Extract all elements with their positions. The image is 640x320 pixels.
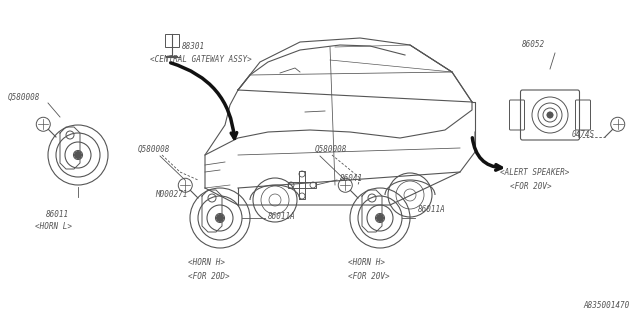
Text: 88301: 88301 xyxy=(182,42,205,51)
Text: <FOR 20V>: <FOR 20V> xyxy=(348,272,390,281)
Circle shape xyxy=(376,214,384,222)
Text: Q580008: Q580008 xyxy=(138,145,170,154)
Text: <ALERT SPEAKER>: <ALERT SPEAKER> xyxy=(500,168,570,177)
Text: 86041: 86041 xyxy=(340,174,363,183)
Circle shape xyxy=(216,214,224,222)
Text: 86011A: 86011A xyxy=(418,205,445,214)
Text: <CENTRAL GATEWAY ASSY>: <CENTRAL GATEWAY ASSY> xyxy=(150,55,252,64)
Text: 86011: 86011 xyxy=(46,210,69,219)
Text: <HORN H>: <HORN H> xyxy=(188,258,225,267)
Text: <FOR 20V>: <FOR 20V> xyxy=(510,182,552,191)
Circle shape xyxy=(74,151,82,159)
Text: Q580008: Q580008 xyxy=(8,93,40,102)
Text: <HORN L>: <HORN L> xyxy=(35,222,72,231)
Text: 86011A: 86011A xyxy=(268,212,296,221)
Circle shape xyxy=(547,113,552,117)
Text: <FOR 20D>: <FOR 20D> xyxy=(188,272,230,281)
Text: Q580008: Q580008 xyxy=(315,145,348,154)
Text: M000271: M000271 xyxy=(155,190,188,199)
Text: 86052: 86052 xyxy=(522,40,545,49)
Text: 0474S: 0474S xyxy=(572,130,595,139)
Text: A835001470: A835001470 xyxy=(584,301,630,310)
Text: <HORN H>: <HORN H> xyxy=(348,258,385,267)
